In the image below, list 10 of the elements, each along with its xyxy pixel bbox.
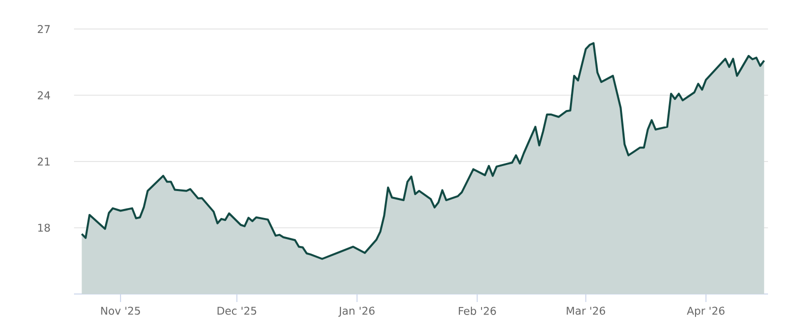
x-tick-label: Apr '26 bbox=[686, 306, 724, 317]
y-tick-label: 18 bbox=[38, 224, 50, 232]
x-tick-label: Feb '26 bbox=[458, 306, 496, 315]
x-tick-label: Jan '26 bbox=[338, 306, 375, 317]
y-tick-label: 24 bbox=[38, 91, 50, 100]
x-tick-label: Nov '25 bbox=[101, 306, 140, 315]
y-tick-label: 21 bbox=[38, 158, 50, 166]
x-tick-label: Mar '26 bbox=[566, 306, 606, 315]
x-tick-label: Dec '25 bbox=[218, 306, 256, 315]
y-tick-label: 27 bbox=[38, 25, 50, 33]
